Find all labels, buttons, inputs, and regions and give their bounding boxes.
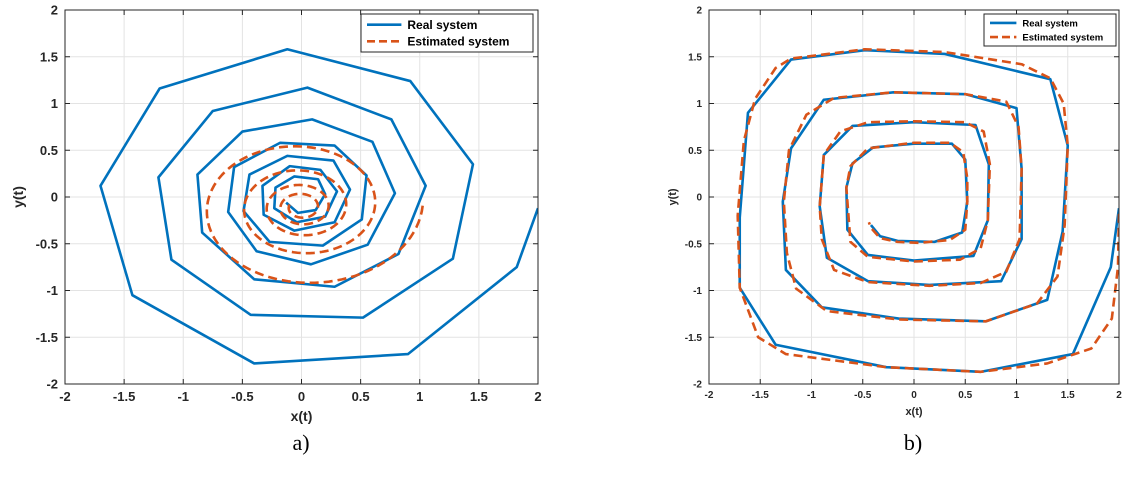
legend-box [360, 13, 534, 53]
y-tick-label: -2 [693, 380, 702, 391]
y-tick-label: 0.5 [40, 143, 58, 158]
x-tick-label: 0.5 [958, 390, 972, 401]
legend: Real system Estimated system [360, 13, 534, 53]
tick-marks [708, 9, 1120, 385]
legend-box [983, 13, 1117, 47]
y-tick-label: 1 [51, 96, 58, 111]
legend-label: Estimated system [407, 35, 509, 49]
panel-caption: b) [904, 430, 922, 455]
y-tick-label: 0.5 [688, 146, 702, 157]
x-axis-label: x(t) [291, 408, 313, 424]
y-tick-label: 0 [51, 190, 58, 205]
x-tick-label: -1.5 [752, 390, 770, 401]
y-tick-label: -2 [46, 377, 58, 392]
series-line-estimated [736, 47, 1119, 374]
y-tick-label: 1.5 [40, 49, 58, 64]
y-tick-label: -1.5 [685, 333, 703, 344]
legend-label: Real system [1022, 18, 1077, 29]
y-tick-label: 0 [696, 193, 702, 204]
legend-label: Real system [407, 18, 477, 32]
y-tick-label: 2 [51, 3, 58, 18]
y-tick-label: -0.5 [685, 239, 703, 250]
y-tick-label: -1 [46, 283, 58, 298]
x-tick-label: 0 [298, 389, 305, 404]
x-tick-label: 0 [911, 390, 917, 401]
x-axis-label: x(t) [905, 406, 922, 418]
x-tick-label: -0.5 [854, 390, 872, 401]
y-tick-label: -0.5 [36, 236, 58, 251]
legend: Real system Estimated system [983, 13, 1117, 47]
series-group [99, 47, 538, 365]
x-tick-label: 1.5 [470, 389, 488, 404]
series-line-estimated [205, 145, 424, 285]
x-tick-label: 2 [1116, 390, 1122, 401]
x-tick-label: -2 [705, 390, 714, 401]
y-tick-label: -1.5 [36, 330, 58, 345]
legend-label: Estimated system [1022, 32, 1103, 43]
chart-panel-2: -2 -1.5 -1 -0.5 0 0.5 1 1.5 2 -2 -1.5 -1 -0.5 0 0.5 1 1.… [667, 6, 1122, 456]
x-tick-label: 1.5 [1061, 390, 1075, 401]
x-tick-label: -1.5 [113, 389, 135, 404]
series-line-real [99, 47, 538, 365]
x-tick-label: 1 [1014, 390, 1020, 401]
chart-panel-1: -2 -1.5 -1 -0.5 0 0.5 1 1.5 2 -2 -1.5 -1 -0.5 0 0.5 1 1.… [10, 3, 542, 455]
y-tick-label: -1 [693, 286, 702, 297]
x-tick-label: 0.5 [352, 389, 370, 404]
y-tick-label: 1.5 [688, 52, 702, 63]
y-axis-label: y(t) [667, 188, 679, 205]
y-tick-label: 1 [696, 99, 702, 110]
panel-caption: a) [292, 430, 309, 455]
x-tick-label: 1 [416, 389, 423, 404]
series-group [736, 47, 1119, 374]
y-tick-label: 2 [696, 6, 702, 17]
x-tick-label: -2 [59, 389, 71, 404]
y-axis-label: y(t) [10, 186, 26, 208]
x-tick-label: 2 [534, 389, 541, 404]
x-tick-label: -0.5 [231, 389, 253, 404]
x-tick-label: -1 [177, 389, 189, 404]
x-tick-label: -1 [807, 390, 816, 401]
